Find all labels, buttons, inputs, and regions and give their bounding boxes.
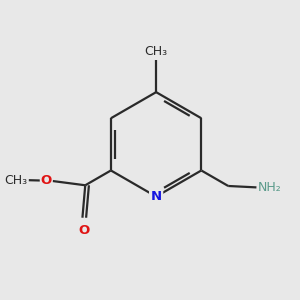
Text: NH₂: NH₂ — [258, 181, 282, 194]
Text: CH₃: CH₃ — [145, 45, 168, 58]
Text: CH₃: CH₃ — [4, 174, 27, 187]
Text: N: N — [151, 190, 162, 203]
Text: O: O — [40, 174, 52, 187]
Text: O: O — [79, 224, 90, 237]
